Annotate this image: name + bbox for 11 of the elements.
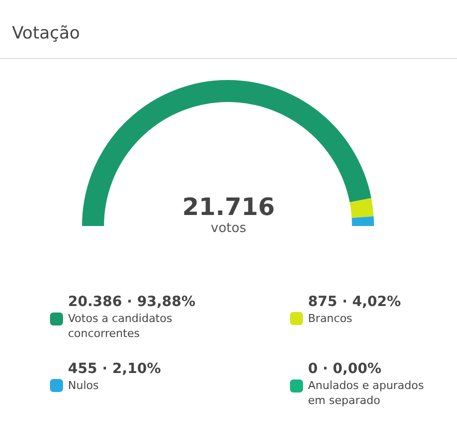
chart-title: Votação (12, 24, 80, 44)
text: 21.716 (182, 193, 275, 221)
legend-label: Anulados e apurados em separado (308, 379, 424, 407)
text: votos (210, 221, 246, 236)
data-label: 455 · 2,10% (68, 361, 161, 377)
text: 0 · 0,00% (308, 361, 382, 377)
legend-label: Brancos (308, 312, 353, 325)
data-label: 875 · 4,02% (308, 294, 401, 310)
legend-label: Votos a candidatos concorrentes (68, 312, 172, 340)
legend-label: Nulos (68, 379, 99, 392)
data-label: 20.386 · 93,88% (68, 294, 196, 310)
